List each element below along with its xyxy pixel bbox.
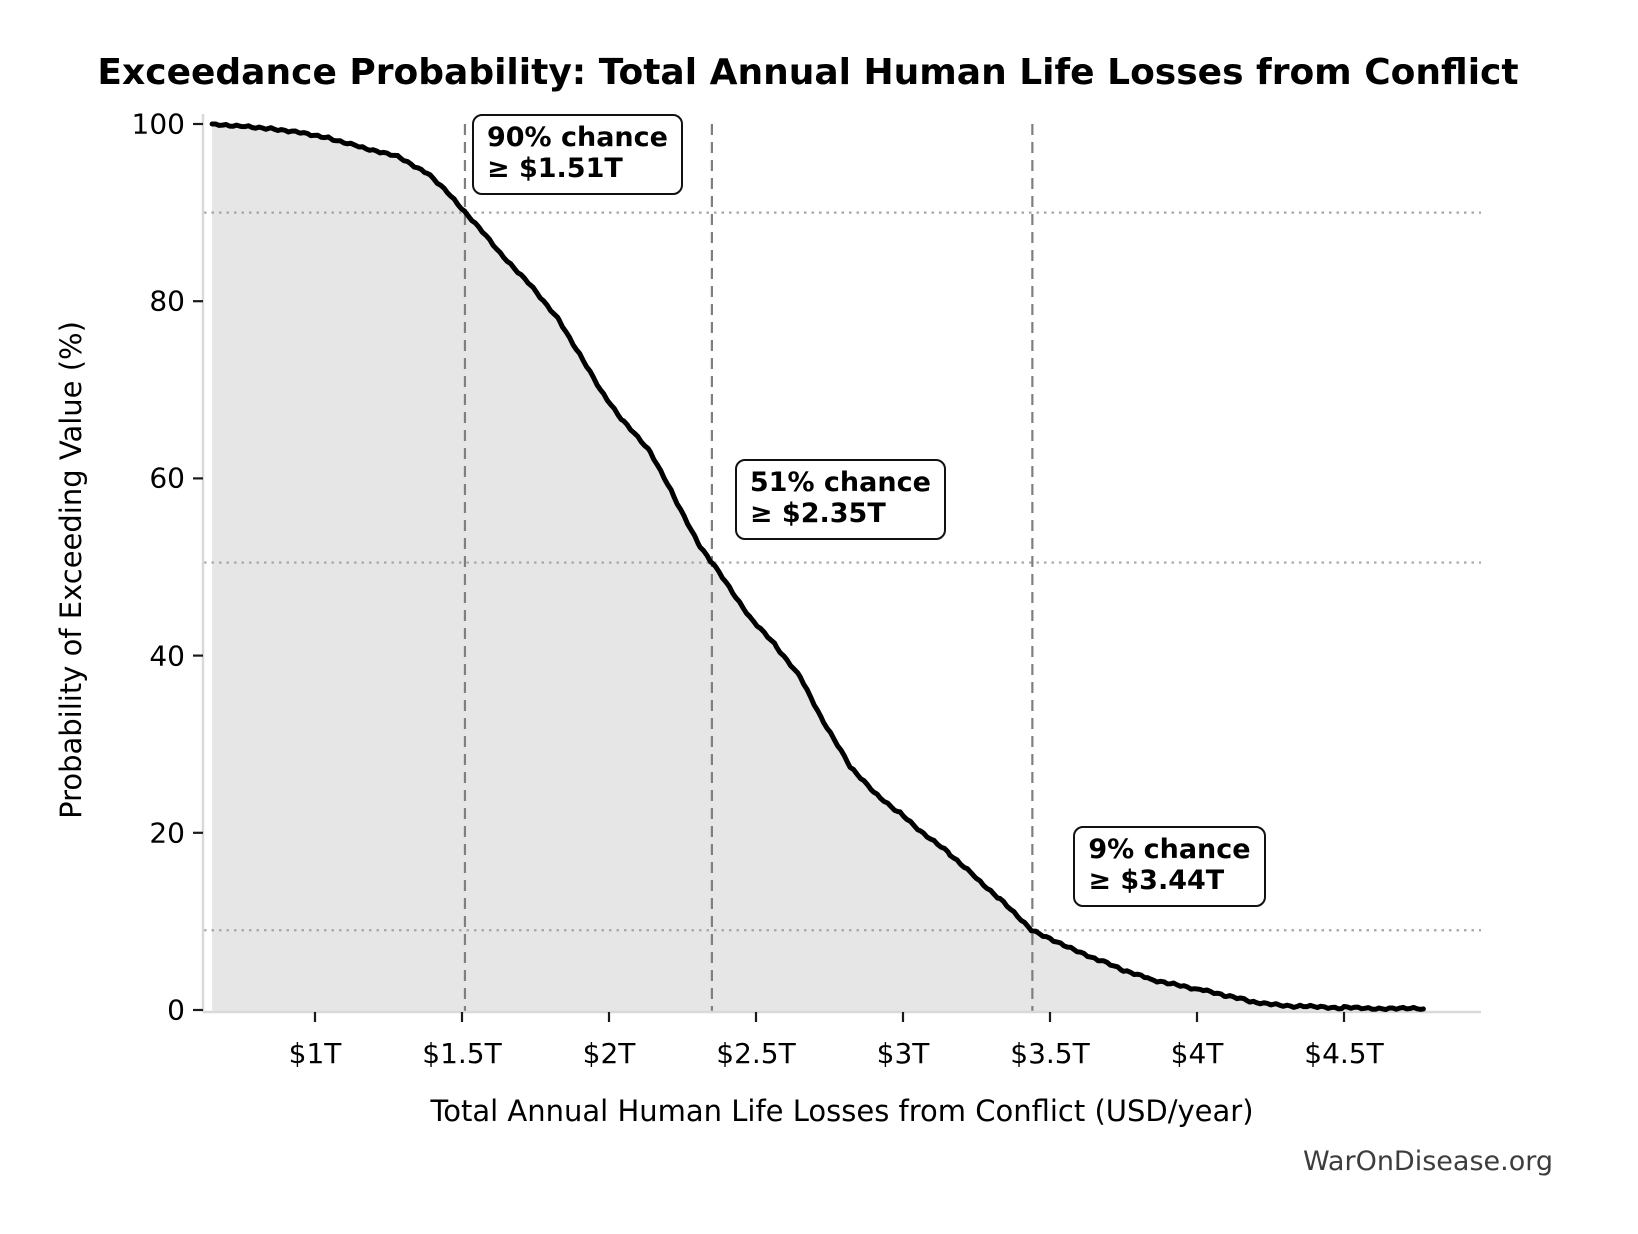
annotation-value-line: ≥ $1.51T	[486, 153, 623, 185]
annotation-chance-line: 51% chance	[749, 467, 931, 498]
x-tick-label: $3T	[876, 1037, 930, 1070]
axis-layer	[193, 114, 1481, 1022]
x-tick-label: $2.5T	[716, 1037, 796, 1070]
guide-lines-layer	[204, 124, 1481, 1011]
x-tick-label: $1.5T	[422, 1037, 502, 1070]
annotation-box: 90% chance ≥ $1.51T	[471, 114, 683, 195]
area-fill-layer	[212, 124, 1424, 1012]
annotation-chance-line: 90% chance	[486, 122, 668, 153]
annotation-value-line: ≥ $2.35T	[749, 498, 886, 530]
y-tick-label: 20	[149, 816, 185, 850]
x-tick-label: $3.5T	[1010, 1037, 1090, 1070]
x-tick-label: $2T	[582, 1037, 636, 1070]
chart-title: Exceedance Probability: Total Annual Hum…	[97, 52, 1519, 93]
annotation-box: 9% chance ≥ $3.44T	[1073, 826, 1266, 907]
annotation-box: 51% chance ≥ $2.35T	[734, 459, 946, 540]
y-tick-label: 40	[149, 639, 185, 673]
curve-layer	[209, 121, 1426, 1013]
y-tick-label: 0	[167, 993, 185, 1027]
y-tick-label: 80	[149, 284, 185, 318]
y-tick-label: 60	[149, 461, 185, 495]
annotation-value-line: ≥ $3.44T	[1088, 865, 1225, 897]
x-tick-label: $1T	[288, 1037, 342, 1070]
x-tick-label: $4T	[1170, 1037, 1224, 1070]
area-fill	[212, 124, 1424, 1012]
watermark-text: WarOnDisease.org	[1302, 1146, 1553, 1177]
x-tick-label: $4.5T	[1304, 1037, 1384, 1070]
y-tick-label: 100	[131, 107, 185, 141]
x-axis-label: Total Annual Human Life Losses from Conf…	[430, 1094, 1254, 1128]
y-axis-label: Probability of Exceeding Value (%)	[54, 321, 88, 819]
exceedance-curve	[209, 121, 1426, 1013]
annotation-chance-line: 9% chance	[1088, 834, 1251, 865]
